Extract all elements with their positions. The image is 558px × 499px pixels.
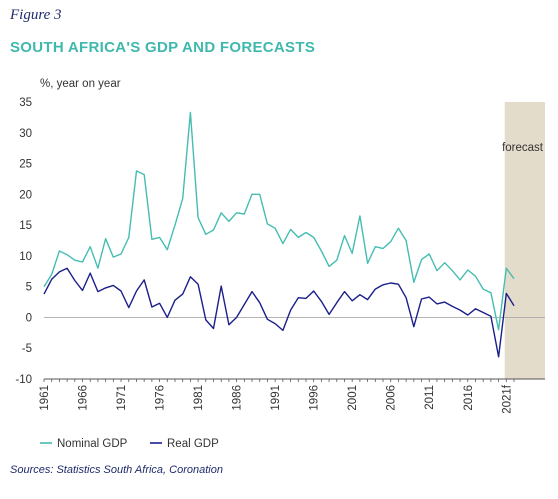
y-tick-label: 35 (19, 97, 32, 109)
x-tick-label: 1971 (116, 385, 128, 411)
x-tick-label: 1986 (232, 385, 244, 411)
x-tick-label: 1976 (155, 385, 167, 411)
x-tick-label: 2011 (424, 385, 436, 410)
x-tick-label: 1966 (78, 385, 90, 411)
y-tick-label: 0 (26, 312, 32, 324)
y-tick-label: 25 (19, 159, 32, 171)
x-tick-label: 1981 (193, 385, 205, 411)
x-tick-label: 2001 (347, 385, 359, 411)
y-axis-label: %, year on year (40, 78, 121, 90)
forecast-label: forecast (502, 142, 544, 154)
x-tick-label: 1996 (309, 385, 321, 411)
source-note: Sources: Statistics South Africa, Corona… (10, 464, 223, 476)
x-tick-label: 2006 (386, 385, 398, 411)
x-tick-label: 2021f (501, 384, 513, 414)
series-line-nominal-gdp (43, 111, 515, 331)
y-tick-label: -10 (15, 374, 32, 386)
figure-label: Figure 3 (10, 7, 62, 23)
y-tick-label: 5 (26, 282, 32, 294)
chart-title: SOUTH AFRICA'S GDP AND FORECASTS (10, 39, 316, 56)
y-tick-label: 15 (19, 220, 32, 232)
y-axis-ticks: -10 -5 0 5 10 15 20 25 30 35 (15, 97, 545, 386)
y-tick-label: -5 (22, 343, 32, 355)
y-tick-label: 10 (19, 251, 32, 263)
x-tick-label: 2016 (463, 385, 475, 411)
legend-label-real: Real GDP (167, 438, 219, 450)
y-tick-label: 30 (19, 128, 32, 140)
legend-label-nominal: Nominal GDP (57, 438, 128, 450)
series-line-real-gdp (43, 267, 515, 358)
x-tick-label: 1991 (270, 385, 282, 411)
forecast-band (504, 102, 545, 379)
x-axis: 1961 1966 1971 1976 1981 1986 1991 1996 2001 2006… (39, 378, 545, 414)
y-tick-label: 20 (19, 189, 32, 201)
legend: Nominal GDP Real GDP (40, 438, 219, 450)
x-tick-label: 1961 (39, 385, 51, 411)
series-lines (43, 111, 515, 358)
